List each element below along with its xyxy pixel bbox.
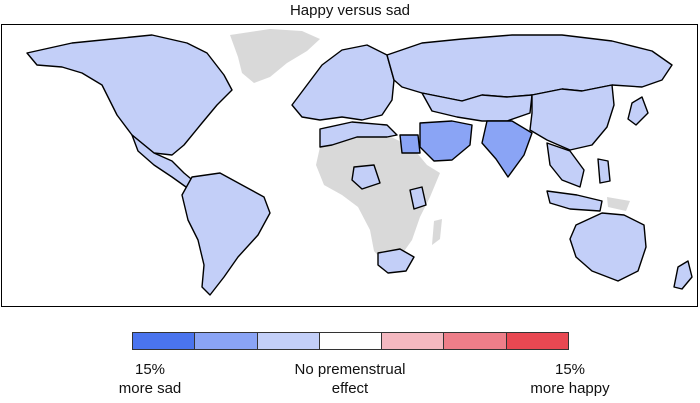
legend-middle-line2: effect bbox=[331, 380, 369, 397]
indonesia bbox=[546, 190, 603, 212]
madagascar bbox=[432, 219, 442, 245]
africa-nodata bbox=[316, 133, 440, 265]
legend-swatch bbox=[133, 333, 196, 349]
nigeria bbox=[351, 164, 381, 190]
legend-swatch bbox=[444, 333, 507, 349]
south-america bbox=[181, 172, 271, 296]
north-africa bbox=[319, 121, 398, 148]
legend-right-text: more happy bbox=[530, 380, 610, 397]
kenya bbox=[409, 186, 427, 210]
legend-swatch bbox=[382, 333, 445, 349]
legend-left-text: more sad bbox=[118, 380, 182, 397]
north-america bbox=[26, 34, 233, 156]
southeast-asia bbox=[546, 142, 585, 188]
middle-east bbox=[419, 120, 473, 162]
china bbox=[529, 84, 615, 151]
legend-swatch bbox=[257, 333, 320, 349]
legend-swatch bbox=[506, 333, 568, 349]
greenland bbox=[230, 29, 320, 83]
europe bbox=[291, 44, 395, 121]
world-map bbox=[1, 24, 698, 307]
legend-color-bar bbox=[132, 332, 569, 350]
legend-left-percent: 15% bbox=[134, 361, 166, 378]
japan bbox=[627, 96, 649, 126]
legend-label-more-sad: 15% more sad bbox=[100, 360, 200, 398]
chart-title: Happy versus sad bbox=[289, 2, 411, 19]
papua-new-guinea bbox=[607, 197, 630, 211]
philippines bbox=[597, 158, 611, 184]
legend-label-more-happy: 15% more happy bbox=[505, 360, 635, 398]
egypt bbox=[399, 134, 421, 154]
russia bbox=[386, 34, 673, 102]
legend-label-no-effect: No premenstrual effect bbox=[270, 360, 430, 398]
world-map-canvas bbox=[26, 29, 693, 296]
legend-swatch bbox=[319, 333, 383, 349]
india bbox=[481, 120, 533, 178]
south-africa bbox=[377, 248, 415, 274]
central-asia bbox=[421, 92, 533, 122]
legend-middle-line1: No premenstrual bbox=[294, 361, 406, 378]
australia bbox=[569, 212, 647, 282]
new-zealand bbox=[673, 260, 693, 290]
legend-right-percent: 15% bbox=[554, 361, 586, 378]
legend-swatch bbox=[195, 333, 258, 349]
